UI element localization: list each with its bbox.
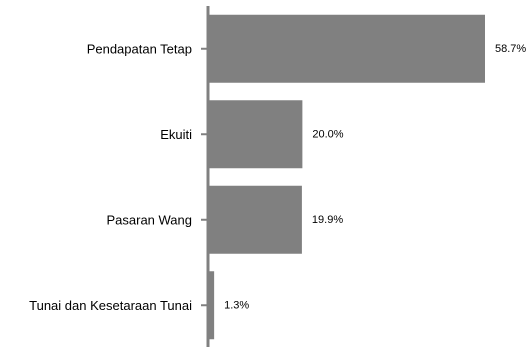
category-labels: Pendapatan Tetap Ekuiti Pasaran Wang Tunai … [29,41,192,313]
value-label-2: 19.9% [312,214,343,226]
bar-0 [208,14,485,83]
category-label-2: Pasaran Wang [106,212,192,227]
value-label-0: 58.7% [495,43,526,55]
value-labels: 58.7% 20.0% 19.9% 1.3% [224,43,526,312]
bar-3 [208,271,215,340]
y-axis-ticks [201,47,208,307]
bars-group [208,14,485,340]
category-label-0: Pendapatan Tetap [87,41,192,56]
category-label-3: Tunai dan Kesetaraan Tunai [29,298,192,313]
value-label-3: 1.3% [224,299,249,311]
category-label-1: Ekuiti [160,127,192,142]
bar-1 [208,100,303,169]
bar-2 [208,185,302,254]
value-label-1: 20.0% [312,128,343,140]
